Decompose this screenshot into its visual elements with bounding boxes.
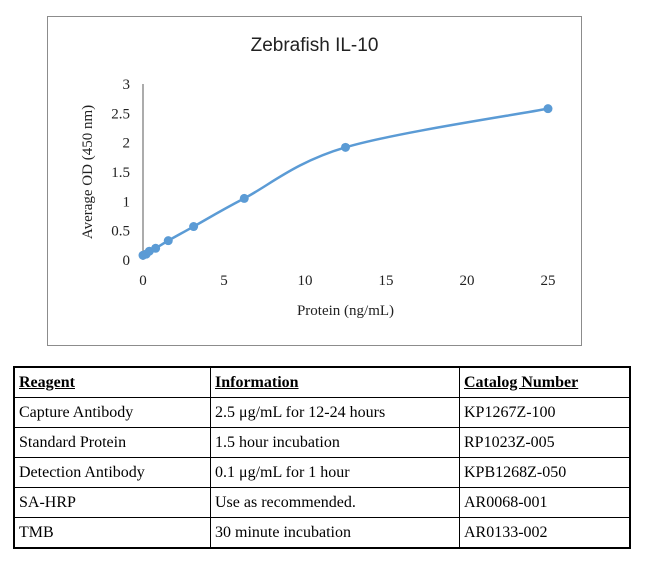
cell-information: 30 minute incubation bbox=[210, 517, 460, 549]
col-header-reagent: Reagent bbox=[13, 366, 211, 398]
reagent-table: Reagent Information Catalog Number Captu… bbox=[13, 366, 631, 549]
cell-reagent: TMB bbox=[13, 517, 211, 549]
cell-information: 0.1 μg/mL for 1 hour bbox=[210, 457, 460, 488]
table-row: TMB 30 minute incubation AR0133-002 bbox=[13, 517, 631, 549]
cell-catalog: AR0068-001 bbox=[459, 487, 631, 518]
cell-reagent: Capture Antibody bbox=[13, 397, 211, 428]
cell-information: Use as recommended. bbox=[210, 487, 460, 518]
table-header-row: Reagent Information Catalog Number bbox=[13, 366, 631, 398]
y-axis-title: Average OD (450 nm) bbox=[80, 105, 96, 239]
cell-catalog: KP1267Z-100 bbox=[459, 397, 631, 428]
x-tick-label: 10 bbox=[298, 273, 313, 289]
cell-catalog: AR0133-002 bbox=[459, 517, 631, 549]
data-point bbox=[543, 104, 553, 114]
y-tick-label: 1 bbox=[123, 194, 131, 210]
y-tick-label: 1.5 bbox=[111, 165, 130, 181]
data-point bbox=[151, 243, 161, 253]
cell-catalog: RP1023Z-005 bbox=[459, 427, 631, 458]
cell-information: 2.5 μg/mL for 12-24 hours bbox=[210, 397, 460, 428]
y-tick-label: 0.5 bbox=[111, 224, 130, 240]
chart-plot: 00.511.522.530 5 10 15 20 25 Protein (ng/mL) … bbox=[80, 77, 556, 319]
cell-reagent: Standard Protein bbox=[13, 427, 211, 458]
x-tick-label: 5 bbox=[220, 273, 228, 289]
y-tick-label: 3 bbox=[123, 77, 131, 93]
data-point bbox=[189, 222, 199, 232]
x-tick-label: 15 bbox=[379, 273, 394, 289]
x-tick-label: 25 bbox=[541, 273, 556, 289]
y-tick-label: 2 bbox=[123, 136, 131, 152]
x-axis-title: Protein (ng/mL) bbox=[297, 303, 394, 319]
x-tick-label: 0 bbox=[139, 273, 147, 289]
y-tick-label: 2.5 bbox=[111, 106, 130, 122]
x-tick-label: 20 bbox=[460, 273, 475, 289]
data-point bbox=[163, 236, 173, 246]
data-point bbox=[341, 142, 350, 152]
chart-frame: Zebrafish IL-10 0 0.5 1 1.5 2 2.5 3 0 5 10 15 20 25 … bbox=[47, 16, 582, 346]
table-row: Capture Antibody 2.5 μg/mL for 12-24 hou… bbox=[13, 397, 631, 428]
cell-information: 1.5 hour incubation bbox=[210, 427, 460, 458]
chart-title: Zebrafish IL-10 bbox=[250, 35, 379, 56]
table-row: SA-HRP Use as recommended. AR0068-001 bbox=[13, 487, 631, 518]
col-header-catalog: Catalog Number bbox=[459, 366, 631, 398]
cell-reagent: SA-HRP bbox=[13, 487, 211, 518]
cell-catalog: KPB1268Z-050 bbox=[459, 457, 631, 488]
table-row: Detection Antibody 0.1 μg/mL for 1 hour … bbox=[13, 457, 631, 488]
y-tick-label: 0 bbox=[123, 253, 131, 269]
data-point bbox=[239, 193, 249, 203]
series-line bbox=[142, 107, 549, 257]
table-row: Standard Protein 1.5 hour incubation RP1… bbox=[13, 427, 631, 458]
cell-reagent: Detection Antibody bbox=[13, 457, 211, 488]
col-header-information: Information bbox=[210, 366, 460, 398]
